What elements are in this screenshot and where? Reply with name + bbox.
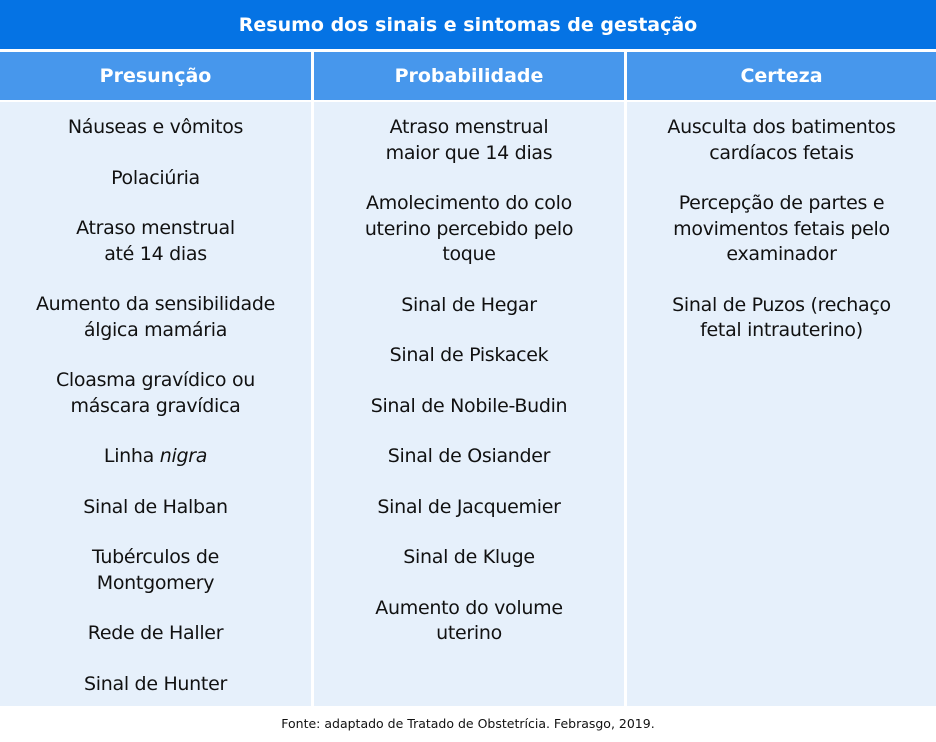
item-text: Atraso menstrual até 14 dias: [76, 217, 235, 265]
item-text: Percepção de partes e movimentos fetais …: [673, 192, 890, 265]
column-cell: Ausculta dos batimentos cardíacos fetais…: [627, 102, 936, 706]
item-text: Sinal de Nobile-Budin: [370, 394, 568, 417]
list-item: Sinal de Hunter: [0, 672, 311, 698]
item-text: Polaciúria: [111, 166, 200, 189]
column-header: Certeza: [627, 52, 936, 100]
column-header: Presunção: [0, 52, 311, 100]
item-italic-text: nigra: [159, 445, 208, 467]
item-text: Atraso menstrual maior que 14 dias: [385, 116, 553, 164]
list-item: Sinal de Jacquemier: [314, 495, 624, 521]
list-item: Sinal de Hegar: [314, 293, 624, 319]
list-item: Polaciúria: [0, 166, 311, 192]
list-item: Linha nigra: [0, 444, 311, 470]
item-text: Sinal de Jacquemier: [377, 495, 561, 518]
item-text: Sinal de Hegar: [401, 293, 537, 316]
column-header: Probabilidade: [314, 52, 624, 100]
item-text: Sinal de Osiander: [387, 445, 551, 467]
list-item: Aumento da sensibilidade álgica mamária: [0, 292, 311, 343]
item-text: Sinal de Hunter: [84, 672, 227, 695]
table-title: Resumo dos sinais e sintomas de gestação: [0, 0, 936, 49]
list-item: Percepção de partes e movimentos fetais …: [627, 191, 936, 268]
list-item: Cloasma gravídico ou máscara gravídica: [0, 368, 311, 419]
item-text: Linha: [103, 445, 160, 467]
list-item: Náuseas e vômitos: [0, 115, 311, 141]
item-text: Rede de Haller: [87, 622, 224, 644]
item-text: Sinal de Piskacek: [389, 344, 549, 366]
list-item: Aumento do volume uterino: [314, 596, 624, 647]
item-text: Amolecimento do colo uterino percebido p…: [364, 192, 574, 265]
item-text: Tubérculos de Montgomery: [91, 546, 220, 594]
list-item: Sinal de Puzos (rechaço fetal intrauteri…: [627, 293, 936, 344]
list-item: Sinal de Halban: [0, 495, 311, 521]
list-item: Amolecimento do colo uterino percebido p…: [314, 191, 624, 268]
item-text: Sinal de Halban: [83, 495, 228, 518]
item-text: Sinal de Kluge: [403, 546, 535, 568]
list-item: Sinal de Piskacek: [314, 343, 624, 369]
list-item: Ausculta dos batimentos cardíacos fetais: [627, 115, 936, 166]
list-item: Sinal de Nobile-Budin: [314, 394, 624, 420]
item-text: Cloasma gravídico ou máscara gravídica: [55, 369, 256, 417]
list-item: Atraso menstrual até 14 dias: [0, 216, 311, 267]
item-text: Aumento do volume uterino: [375, 596, 563, 645]
list-item: Sinal de Osiander: [314, 444, 624, 470]
item-text: Ausculta dos batimentos cardíacos fetais: [667, 116, 896, 164]
item-text: Náuseas e vômitos: [67, 116, 244, 138]
list-item: Atraso menstrual maior que 14 dias: [314, 115, 624, 166]
item-text: Sinal de Puzos (rechaço fetal intrauteri…: [672, 293, 891, 342]
column-cell: Náuseas e vômitos Polaciúria Atraso menstr…: [0, 102, 311, 706]
list-item: Tubérculos de Montgomery: [0, 545, 311, 596]
column-cell: Atraso menstrual maior que 14 dias Amolec…: [314, 102, 624, 706]
item-text: Aumento da sensibilidade álgica mamária: [35, 293, 276, 341]
list-item: Rede de Haller: [0, 621, 311, 647]
source-caption: Fonte: adaptado de Tratado de Obstetríci…: [281, 716, 655, 731]
list-item: Sinal de Kluge: [314, 545, 624, 571]
